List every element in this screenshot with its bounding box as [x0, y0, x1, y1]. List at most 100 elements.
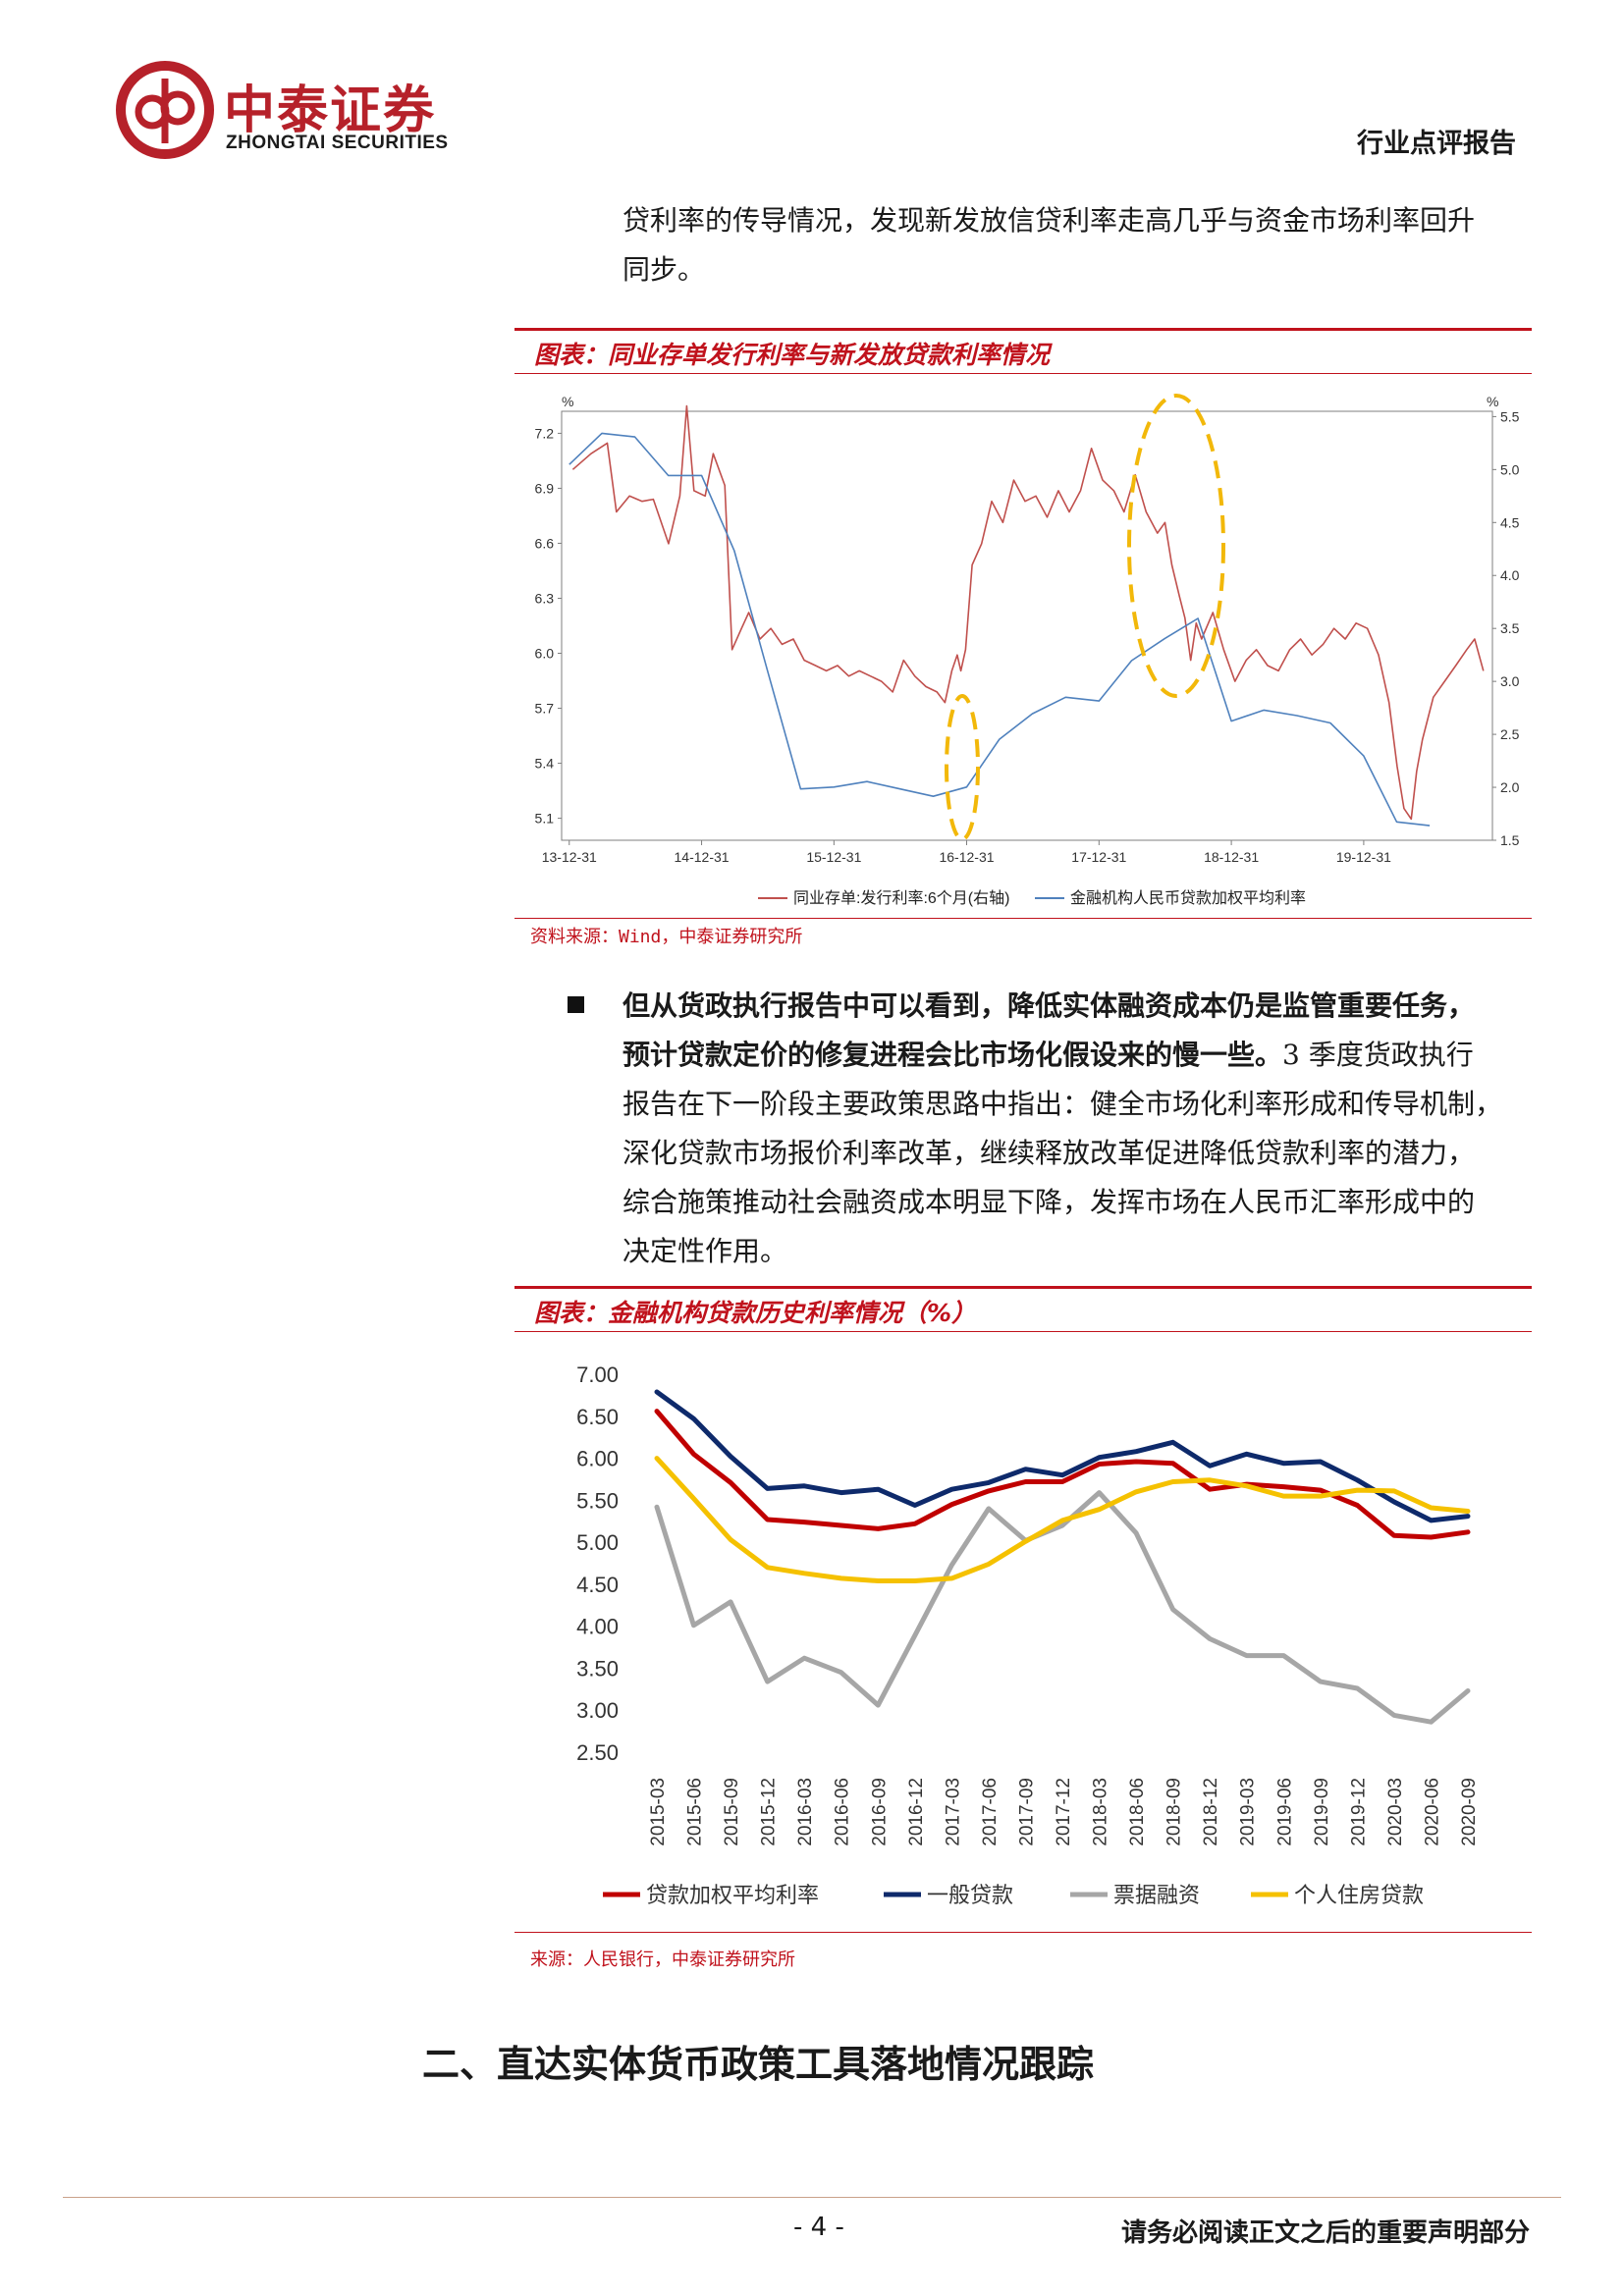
- paragraph-2-line: 决定性作用。: [623, 1235, 788, 1267]
- x-axis-tick-label: 2018-12: [1201, 1778, 1221, 1846]
- legend-label: 贷款加权平均利率: [646, 1883, 819, 1907]
- x-axis-tick-label: 2019-06: [1274, 1778, 1295, 1846]
- left-axis-tick-label: 6.9: [535, 480, 555, 496]
- highlight-ellipse: [1127, 394, 1225, 698]
- company-logo-mark: [116, 61, 214, 159]
- x-axis-tick-label: 2015-12: [759, 1778, 780, 1846]
- figure-2-title: 图表：金融机构贷款历史利率情况（%）: [534, 1299, 977, 1327]
- figure-1-title: 图表：同业存单发行利率与新发放贷款利率情况: [534, 341, 1051, 369]
- x-axis-tick-label: 2017-09: [1017, 1778, 1038, 1846]
- y-axis-tick-label: 3.50: [576, 1656, 619, 1681]
- paragraph-2-bold-span: 预计贷款定价的修复进程会比市场化假设来的慢一些。: [623, 1039, 1283, 1071]
- x-axis-tick-label: 2019-12: [1348, 1778, 1369, 1846]
- bullet-marker: [568, 996, 584, 1013]
- x-axis-tick-label: 2016-03: [795, 1778, 816, 1846]
- section-heading: 二、直达实体货币政策工具落地情况跟踪: [422, 2042, 1095, 2086]
- report-type: 行业点评报告: [1357, 129, 1516, 159]
- right-axis-tick-label: 4.5: [1500, 514, 1520, 530]
- figure-1-source: 资料来源：Wind，中泰证券研究所: [530, 927, 803, 947]
- paragraph-1: 贷利率的传导情况，发现新发放信贷利率走高几乎与资金市场利率回升 同步。: [623, 196, 1531, 294]
- y-axis-tick-label: 7.00: [576, 1362, 619, 1387]
- series-line-3: [654, 1456, 1471, 1583]
- left-axis-tick-label: 5.4: [535, 756, 555, 772]
- paragraph-2-span: 3 季度货政执行: [1282, 1039, 1474, 1071]
- x-axis-tick-label: 13-12-31: [542, 849, 597, 865]
- right-axis-unit: %: [1487, 394, 1498, 409]
- highlight-ellipse: [945, 694, 980, 841]
- figure-1-bottom-rule: [514, 918, 1532, 919]
- left-axis-tick-label: 6.3: [535, 590, 555, 606]
- x-axis-tick-label: 16-12-31: [939, 849, 994, 865]
- right-axis-tick-label: 3.5: [1500, 620, 1520, 636]
- legend-label: 个人住房贷款: [1294, 1883, 1424, 1907]
- y-axis-tick-label: 6.00: [576, 1447, 619, 1471]
- footer-rule: [63, 2197, 1561, 2198]
- right-axis-tick-label: 5.0: [1500, 461, 1520, 477]
- y-axis-tick-label: 4.50: [576, 1573, 619, 1597]
- right-axis-tick-label: 2.0: [1500, 779, 1520, 795]
- paragraph-2-line: 深化贷款市场报价利率改革，继续释放改革促进降低贷款利率的潜力，: [623, 1137, 1476, 1169]
- legend-label: 金融机构人民币贷款加权平均利率: [1070, 889, 1306, 907]
- x-axis-tick-label: 2016-09: [869, 1778, 890, 1846]
- series-line-0: [571, 404, 1485, 821]
- left-axis-tick-label: 5.1: [535, 811, 555, 827]
- x-axis-tick-label: 2016-06: [833, 1778, 853, 1846]
- right-axis-tick-label: 4.0: [1500, 567, 1520, 583]
- left-axis-tick-label: 5.7: [535, 701, 555, 717]
- x-axis-tick-label: 2017-06: [980, 1778, 1001, 1846]
- x-axis-tick-label: 15-12-31: [806, 849, 861, 865]
- y-axis-tick-label: 3.00: [576, 1698, 619, 1723]
- x-axis-tick-label: 2018-09: [1164, 1778, 1185, 1846]
- left-axis-tick-label: 7.2: [535, 425, 555, 441]
- x-axis-tick-label: 2020-06: [1423, 1778, 1443, 1846]
- x-axis-tick-label: 2020-09: [1459, 1778, 1480, 1846]
- right-axis-tick-label: 1.5: [1500, 832, 1520, 848]
- company-logo-cn: 中泰证券: [224, 81, 437, 140]
- x-axis-tick-label: 19-12-31: [1336, 849, 1391, 865]
- x-axis-tick-label: 2017-12: [1054, 1778, 1074, 1846]
- right-axis-tick-label: 2.5: [1500, 726, 1520, 742]
- x-axis-tick-label: 2015-03: [648, 1778, 669, 1846]
- paragraph-2-line: 预计贷款定价的修复进程会比市场化假设来的慢一些。3 季度货政执行: [623, 1031, 1531, 1080]
- paragraph-2: 但从货政执行报告中可以看到，降低实体融资成本仍是监管重要任务， 预计贷款定价的修…: [623, 982, 1531, 1276]
- paragraph-2-line: 但从货政执行报告中可以看到，降低实体融资成本仍是监管重要任务，: [623, 989, 1476, 1022]
- series-line-2: [654, 1490, 1471, 1725]
- y-axis-tick-label: 2.50: [576, 1740, 619, 1765]
- page-number: - 4 -: [793, 2213, 844, 2242]
- legend-label: 一般贷款: [927, 1883, 1013, 1907]
- left-axis-tick-label: 6.0: [535, 646, 555, 662]
- figure-2-bottom-rule: [514, 1932, 1532, 1933]
- legend-label: 同业存单:发行利率:6个月(右轴): [793, 889, 1009, 907]
- y-axis-tick-label: 5.00: [576, 1530, 619, 1555]
- right-axis-tick-label: 3.0: [1500, 673, 1520, 689]
- y-axis-tick-label: 6.50: [576, 1405, 619, 1429]
- x-axis-tick-label: 2015-06: [685, 1778, 706, 1846]
- x-axis-tick-label: 2019-03: [1238, 1778, 1259, 1846]
- y-axis-tick-label: 5.50: [576, 1488, 619, 1513]
- figure-2-chart: 7.00 6.50 6.00 5.50 5.00 4.50 4.00 3.50 3.00 2.50…: [514, 1335, 1532, 1932]
- figure-1-chart: % % 7.2 6.9 6.6 6.3 6.0 5.7 5.4 5.1 5.5 5.0 4.5 4.…: [514, 377, 1532, 919]
- figure-1-title-rule: [514, 373, 1532, 374]
- left-axis-tick-label: 6.6: [535, 535, 555, 551]
- figure-2-title-rule: [514, 1331, 1532, 1332]
- footer-disclaimer: 请务必阅读正文之后的重要声明部分: [1120, 2218, 1530, 2248]
- paragraph-2-line: 综合施策推动社会融资成本明显下降，发挥市场在人民币汇率形成中的: [623, 1186, 1476, 1218]
- right-axis-tick-label: 5.5: [1500, 408, 1520, 424]
- figure-2-chart-svg: 7.00 6.50 6.00 5.50 5.00 4.50 4.00 3.50 3.00 2.50…: [576, 1362, 1480, 1907]
- left-axis-unit: %: [562, 394, 573, 409]
- x-axis-tick-label: 2017-03: [943, 1778, 963, 1846]
- x-axis-tick-label: 14-12-31: [675, 849, 730, 865]
- figure-1-chart-svg: % % 7.2 6.9 6.6 6.3 6.0 5.7 5.4 5.1 5.5 5.0 4.5 4.…: [535, 394, 1520, 907]
- paragraph-2-line: 报告在下一阶段主要政策思路中指出：健全市场化利率形成和传导机制，: [623, 1088, 1503, 1120]
- x-axis-tick-label: 2019-09: [1312, 1778, 1332, 1846]
- y-axis-tick-label: 4.00: [576, 1615, 619, 1639]
- x-axis-tick-label: 18-12-31: [1204, 849, 1259, 865]
- x-axis-tick-label: 2015-09: [722, 1778, 742, 1846]
- x-axis-tick-label: 17-12-31: [1071, 849, 1126, 865]
- x-axis-tick-label: 2018-06: [1127, 1778, 1148, 1846]
- x-axis-tick-label: 2020-03: [1385, 1778, 1406, 1846]
- x-axis-tick-label: 2018-03: [1091, 1778, 1111, 1846]
- series-line-1: [568, 432, 1431, 827]
- series-line-1: [654, 1389, 1471, 1523]
- legend-label: 票据融资: [1113, 1883, 1200, 1907]
